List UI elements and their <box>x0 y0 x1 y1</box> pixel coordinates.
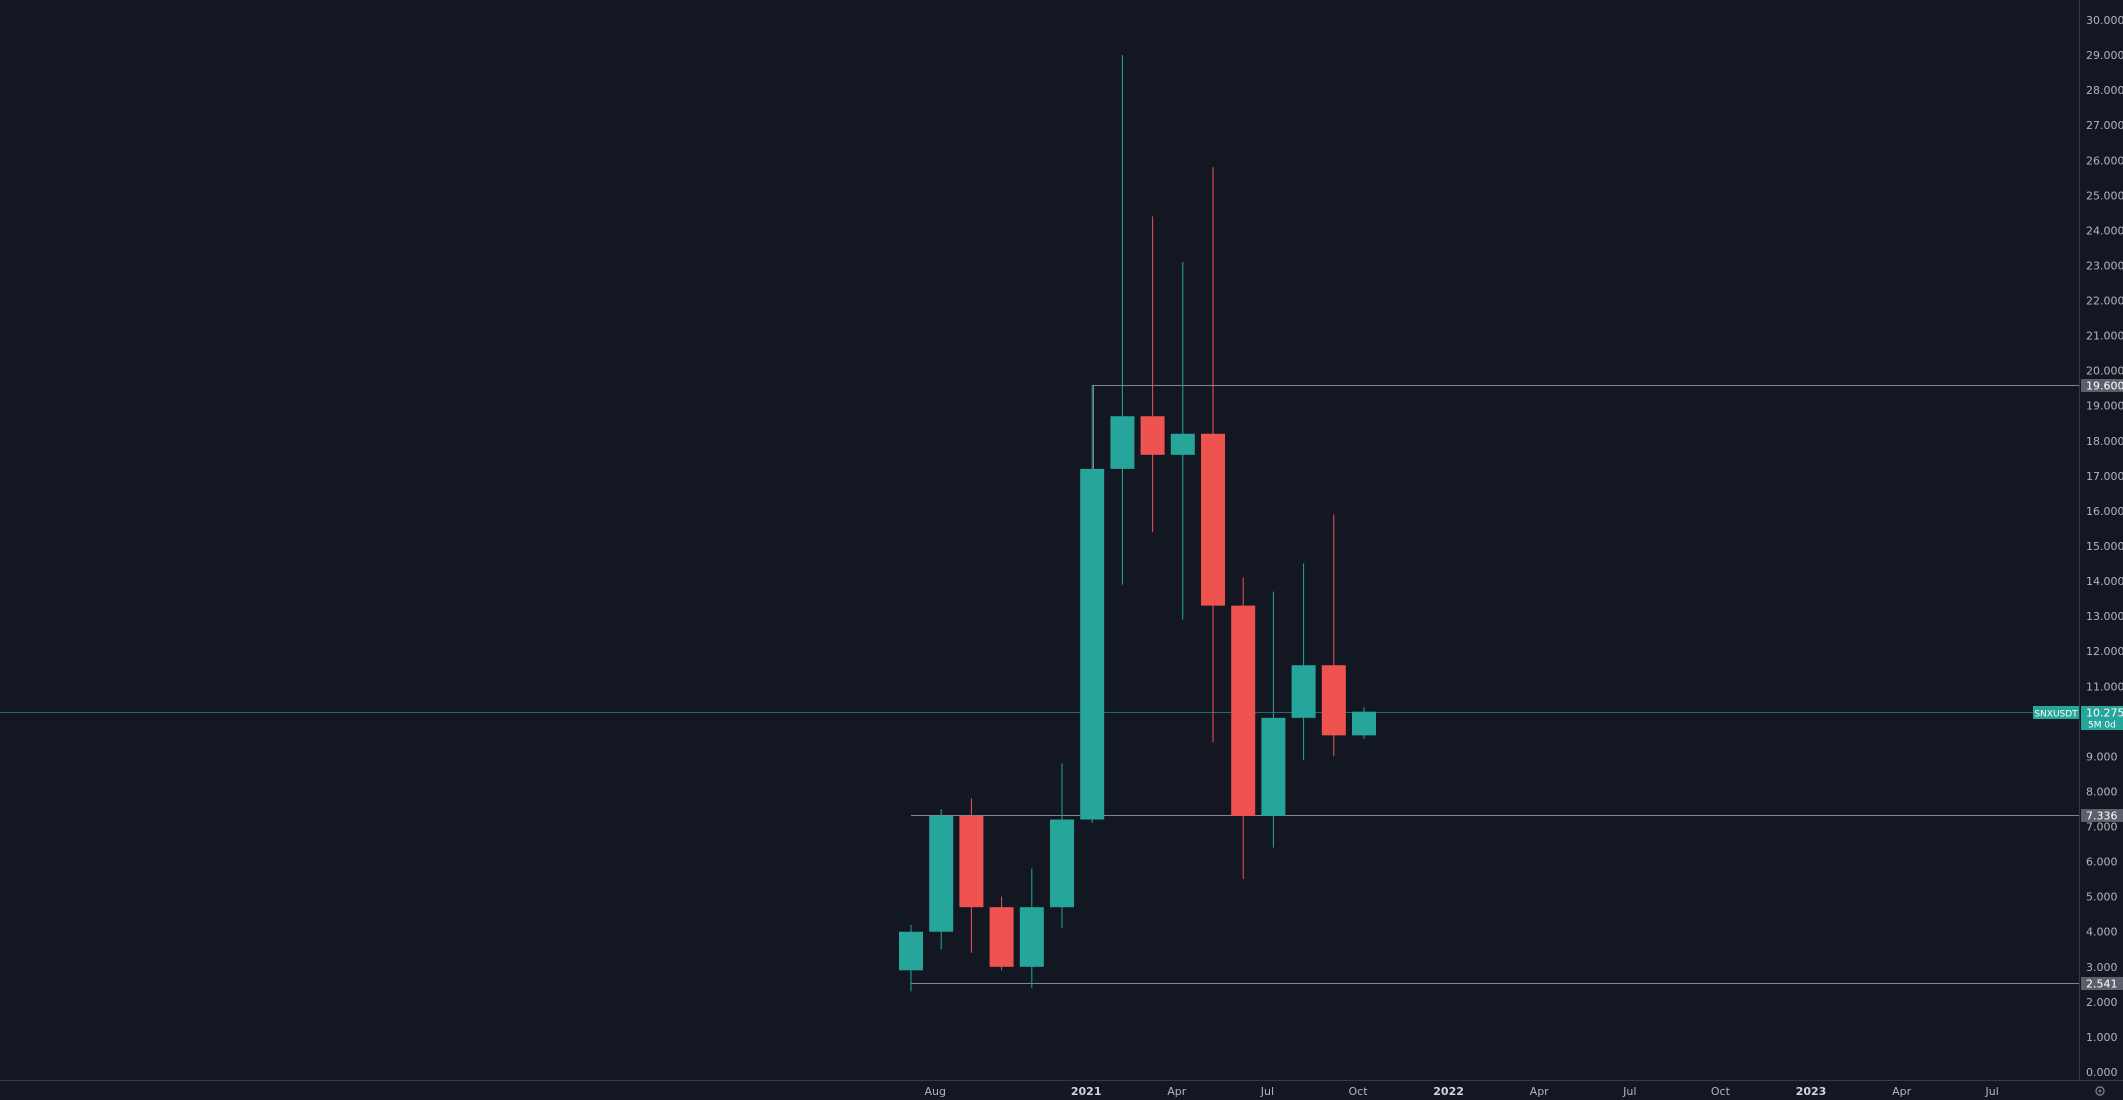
y-tick-label: 16.000 <box>2086 505 2123 518</box>
y-tick-label: 3.000 <box>2086 961 2118 974</box>
candle-body <box>899 931 923 971</box>
y-tick-label: 29.000 <box>2086 49 2123 62</box>
y-tick-label: 5.000 <box>2086 891 2118 904</box>
y-tick-label: 26.000 <box>2086 154 2123 167</box>
x-tick-label: Jul <box>1260 1085 1274 1098</box>
level-price-label: 2.541 <box>2086 978 2118 991</box>
candle-body <box>989 907 1014 967</box>
y-tick-label: 17.000 <box>2086 470 2123 483</box>
y-tick-label: 22.000 <box>2086 295 2123 308</box>
y-tick-label: 6.000 <box>2086 856 2118 869</box>
y-tick-label: 0.000 <box>2086 1066 2118 1079</box>
x-tick-label: Oct <box>1348 1085 1368 1098</box>
countdown-label: 5M 0d <box>2088 721 2116 731</box>
x-tick-label: 2023 <box>1796 1085 1827 1098</box>
x-tick-label: Apr <box>1167 1085 1187 1098</box>
y-tick-label: 20.000 <box>2086 365 2123 378</box>
candle-body <box>1201 433 1225 606</box>
candle-body <box>1140 416 1165 455</box>
y-tick-label: 9.000 <box>2086 750 2118 763</box>
candle-body <box>1110 416 1135 469</box>
y-tick-label: 24.000 <box>2086 224 2123 237</box>
y-tick-label: 12.000 <box>2086 645 2123 658</box>
y-tick-label: 18.000 <box>2086 435 2123 448</box>
symbol-badge <box>2033 706 2079 719</box>
candle-body <box>929 816 954 932</box>
x-tick-label: Jul <box>1985 1085 1999 1098</box>
horizontal-levels <box>911 385 2079 984</box>
candle-body <box>1019 907 1044 967</box>
price-axis[interactable]: 0.000 1.000 2.000 3.000 4.000 5.000 6.000 7.000… <box>2086 14 2123 1079</box>
x-tick-label: 2022 <box>1433 1085 1464 1098</box>
y-tick-label: 14.000 <box>2086 575 2123 588</box>
time-axis[interactable]: Aug 2021 Apr Jul Oct 2022 Apr Jul Oct 2023 Apr Jul <box>924 1085 1998 1098</box>
settings-gear-icon[interactable] <box>2095 1086 2105 1096</box>
y-tick-label: 4.000 <box>2086 926 2118 939</box>
x-tick-label: Aug <box>924 1085 945 1098</box>
level-price-badge <box>2081 977 2123 990</box>
level-price-badge <box>2081 379 2123 392</box>
level-price-label: 7.336 <box>2086 810 2118 823</box>
y-tick-label: 30.000 <box>2086 14 2123 27</box>
candle-body <box>1291 665 1316 718</box>
x-tick-label: Apr <box>1892 1085 1912 1098</box>
y-tick-label: 13.000 <box>2086 610 2123 623</box>
level-price-label: 19.600 <box>2086 380 2123 393</box>
candle-body <box>1050 819 1074 908</box>
candle-body <box>1321 665 1346 736</box>
candle-body <box>1080 468 1105 820</box>
y-tick-label: 21.000 <box>2086 330 2123 343</box>
x-tick-label: Apr <box>1530 1085 1550 1098</box>
y-tick-label: 23.000 <box>2086 259 2123 272</box>
level-price-badge <box>2081 809 2123 822</box>
y-tick-label: 25.000 <box>2086 189 2123 202</box>
last-price-label: 10.275 <box>2086 707 2123 720</box>
candles <box>899 55 1376 992</box>
candle-body <box>1352 711 1376 736</box>
y-tick-label: 27.000 <box>2086 119 2123 132</box>
y-tick-label: 19.000 <box>2086 400 2123 413</box>
x-tick-label: 2021 <box>1071 1085 1102 1098</box>
candle-body <box>1261 717 1286 817</box>
y-tick-label: 15.000 <box>2086 540 2123 553</box>
x-tick-label: Jul <box>1622 1085 1636 1098</box>
y-tick-label: 8.000 <box>2086 785 2118 798</box>
y-tick-label: 28.000 <box>2086 84 2123 97</box>
candle-body <box>959 816 984 908</box>
candle-body <box>1231 605 1256 817</box>
y-tick-label: 11.000 <box>2086 680 2123 693</box>
candle-body <box>1170 433 1195 455</box>
symbol-label: SNXUSDT <box>2034 710 2078 720</box>
y-tick-label: 1.000 <box>2086 1031 2118 1044</box>
y-tick-label: 7.000 <box>2086 821 2118 834</box>
x-tick-label: Oct <box>1711 1085 1731 1098</box>
y-tick-label: 2.000 <box>2086 996 2118 1009</box>
last-price-badge <box>2081 706 2123 730</box>
